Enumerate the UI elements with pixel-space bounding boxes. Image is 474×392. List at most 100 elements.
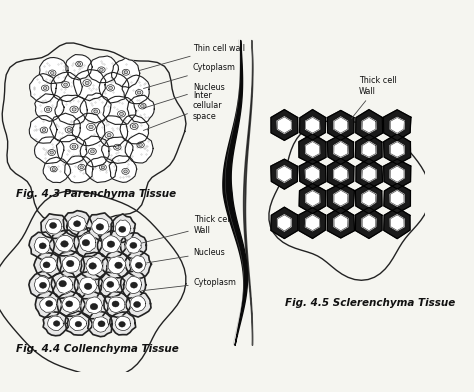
Ellipse shape — [50, 151, 54, 154]
Polygon shape — [39, 58, 68, 83]
Polygon shape — [122, 75, 149, 104]
Ellipse shape — [61, 241, 68, 247]
Ellipse shape — [100, 68, 103, 71]
Polygon shape — [86, 157, 117, 183]
Polygon shape — [34, 276, 50, 293]
Polygon shape — [384, 208, 410, 239]
Polygon shape — [328, 158, 354, 189]
Text: Cytoplasm: Cytoplasm — [142, 278, 237, 291]
Ellipse shape — [124, 170, 128, 173]
Polygon shape — [34, 237, 50, 254]
Text: Thin cell wall: Thin cell wall — [139, 44, 245, 71]
Polygon shape — [70, 316, 87, 330]
Polygon shape — [125, 250, 151, 279]
Polygon shape — [56, 135, 87, 164]
Polygon shape — [383, 134, 410, 165]
Polygon shape — [108, 297, 125, 312]
Polygon shape — [96, 116, 128, 147]
Text: Fig. 4.5 Sclerenchyma Tissue: Fig. 4.5 Sclerenchyma Tissue — [285, 298, 456, 308]
Ellipse shape — [130, 282, 137, 288]
Ellipse shape — [66, 301, 73, 307]
Polygon shape — [62, 297, 80, 313]
Text: Fig. 4.3 Parenchyma Tissue: Fig. 4.3 Parenchyma Tissue — [16, 189, 176, 199]
Text: Nucleus: Nucleus — [142, 248, 226, 264]
Polygon shape — [390, 118, 404, 133]
Polygon shape — [104, 292, 131, 317]
Polygon shape — [327, 183, 354, 214]
Text: Nucleus: Nucleus — [144, 83, 225, 108]
Polygon shape — [35, 137, 64, 163]
Polygon shape — [51, 270, 79, 298]
Polygon shape — [81, 292, 108, 319]
Polygon shape — [35, 291, 62, 317]
Ellipse shape — [141, 105, 144, 107]
Polygon shape — [278, 215, 291, 231]
Ellipse shape — [67, 128, 71, 131]
Text: Thick cell
Wall: Thick cell Wall — [352, 76, 396, 118]
Polygon shape — [306, 191, 319, 206]
Polygon shape — [334, 166, 348, 181]
Polygon shape — [126, 276, 142, 294]
Polygon shape — [334, 117, 347, 133]
Polygon shape — [72, 113, 105, 146]
Polygon shape — [34, 253, 62, 278]
Ellipse shape — [109, 86, 112, 89]
Ellipse shape — [84, 283, 92, 290]
Ellipse shape — [42, 129, 46, 131]
Polygon shape — [356, 110, 383, 141]
Text: Cytoplasm: Cytoplasm — [144, 64, 236, 89]
Polygon shape — [334, 214, 348, 231]
Ellipse shape — [96, 224, 104, 230]
Polygon shape — [120, 233, 146, 259]
Ellipse shape — [52, 168, 55, 171]
Ellipse shape — [130, 242, 137, 249]
Polygon shape — [99, 73, 129, 103]
Ellipse shape — [107, 133, 111, 137]
Polygon shape — [390, 191, 404, 206]
Polygon shape — [64, 156, 93, 183]
Polygon shape — [391, 215, 404, 230]
Polygon shape — [55, 235, 73, 252]
Polygon shape — [128, 95, 154, 123]
Polygon shape — [50, 113, 80, 142]
Polygon shape — [40, 257, 56, 272]
Ellipse shape — [119, 321, 125, 327]
Polygon shape — [356, 207, 382, 238]
Ellipse shape — [91, 150, 94, 153]
Ellipse shape — [134, 301, 141, 307]
Polygon shape — [29, 271, 55, 299]
Polygon shape — [91, 218, 109, 234]
Polygon shape — [65, 311, 92, 335]
Polygon shape — [30, 74, 56, 103]
Ellipse shape — [44, 87, 47, 89]
Polygon shape — [362, 215, 376, 231]
Polygon shape — [66, 54, 92, 80]
Polygon shape — [109, 156, 137, 182]
Polygon shape — [390, 142, 404, 157]
Text: Thick cell
Wall: Thick cell Wall — [139, 215, 231, 244]
Ellipse shape — [85, 81, 89, 85]
Polygon shape — [47, 316, 64, 330]
Ellipse shape — [64, 83, 67, 86]
Polygon shape — [103, 277, 119, 293]
Polygon shape — [362, 118, 376, 133]
Polygon shape — [334, 142, 348, 157]
Polygon shape — [111, 58, 140, 88]
Polygon shape — [384, 159, 411, 189]
Ellipse shape — [77, 63, 81, 65]
Polygon shape — [131, 256, 146, 273]
Text: Inter
cellular
space: Inter cellular space — [143, 91, 222, 131]
Ellipse shape — [137, 91, 141, 94]
Ellipse shape — [89, 125, 93, 129]
Polygon shape — [299, 183, 326, 214]
Polygon shape — [390, 166, 404, 182]
Ellipse shape — [90, 303, 98, 310]
Ellipse shape — [43, 262, 50, 268]
Polygon shape — [74, 228, 102, 257]
Polygon shape — [101, 137, 133, 163]
Ellipse shape — [54, 321, 60, 326]
Polygon shape — [130, 296, 146, 311]
Polygon shape — [356, 158, 383, 189]
Ellipse shape — [119, 226, 126, 232]
Polygon shape — [120, 115, 149, 144]
